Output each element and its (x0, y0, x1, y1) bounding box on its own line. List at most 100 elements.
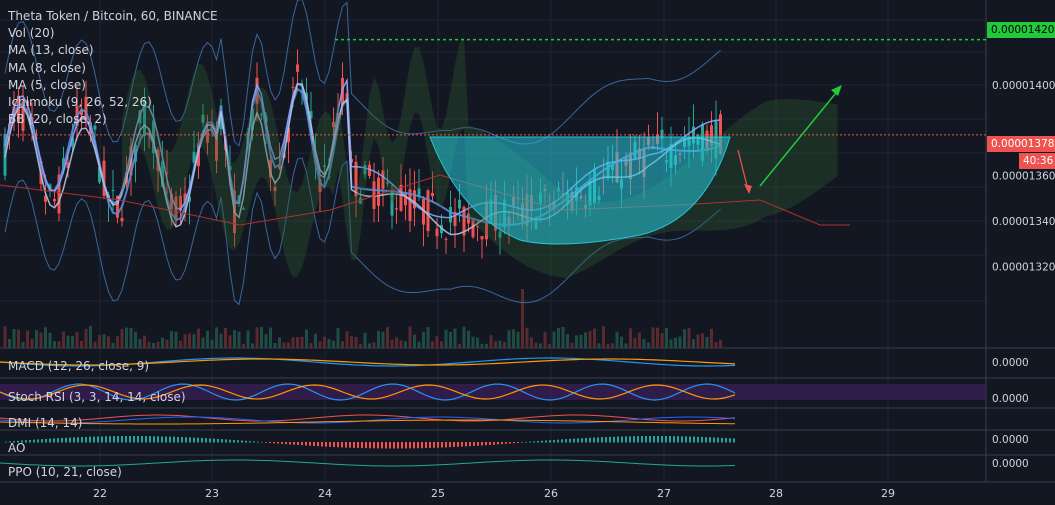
ao-bar (185, 437, 187, 443)
ao-bar (685, 436, 687, 443)
ao-bar (465, 442, 467, 447)
candle-body (269, 159, 272, 178)
ao-bar (533, 441, 535, 443)
volume-bar (534, 342, 538, 348)
ao-bar (633, 436, 635, 443)
volume-bar (426, 327, 430, 348)
volume-bar (80, 340, 83, 348)
ao-bar (65, 437, 67, 443)
candle-body (426, 190, 430, 232)
volume-bar (485, 343, 488, 348)
ao-bar (129, 436, 131, 443)
volume-bar (39, 332, 43, 348)
ao-bar (481, 442, 483, 446)
price-tick-2: 0.00001340 (992, 216, 1055, 228)
volume-bar (444, 329, 448, 348)
ao-bar (569, 438, 571, 443)
candle-body (404, 192, 407, 206)
volume-bar (174, 331, 178, 348)
volume-bar (561, 326, 565, 348)
ao-bar (577, 438, 579, 443)
ao-bar (621, 436, 623, 443)
ao-bar (69, 437, 71, 443)
candle-body (498, 231, 502, 238)
countdown-tag: 40:36 (1019, 153, 1055, 169)
ao-bar (165, 436, 167, 443)
volume-bar (215, 327, 218, 348)
candle-body (210, 126, 214, 129)
ao-bar (353, 442, 355, 448)
ao-bar (277, 442, 279, 444)
indicator-ma8[interactable]: MA (8, close) (8, 60, 86, 75)
ao-bar (493, 442, 495, 445)
volume-bar (192, 334, 196, 348)
candle-body (206, 129, 209, 143)
candle-body (368, 164, 371, 176)
ao-bar (561, 439, 563, 443)
stoch-d (0, 384, 736, 400)
ao-bar (117, 436, 119, 443)
volume-bar (246, 330, 250, 348)
indicator-ichimoku[interactable]: Ichimoku (9, 26, 52, 26) (8, 95, 152, 110)
volume-bar (84, 328, 88, 348)
ao-bar (729, 438, 731, 443)
target-price-tag: 0.00001420 (987, 22, 1055, 38)
candle-body (377, 177, 380, 206)
ao-bar (601, 437, 603, 443)
ao-bar (293, 442, 295, 445)
volume-bar (399, 340, 403, 348)
ao-bar (253, 441, 255, 443)
ao-bar (181, 437, 183, 443)
candle-body (260, 114, 263, 116)
stoch-rsi-band (0, 384, 986, 400)
ao-bar (393, 442, 395, 449)
ao-bar (449, 442, 451, 448)
chart-title[interactable]: Theta Token / Bitcoin, 60, BINANCE (8, 9, 218, 23)
indicator-bb[interactable]: BB (20, close, 2) (8, 112, 107, 127)
ppo-label[interactable]: PPO (10, 21, close) (8, 465, 122, 479)
volume-bar (350, 336, 353, 348)
indicator-ma5[interactable]: MA (5, close) (8, 77, 86, 92)
dmi-minus (0, 414, 736, 422)
volume-bar (107, 336, 110, 348)
stoch-rsi-label[interactable]: Stoch RSI (3, 3, 14, 14, close) (8, 390, 186, 404)
indicator-ma13[interactable]: MA (13, close) (8, 43, 94, 58)
ao-bar (385, 442, 387, 449)
candle-body (57, 174, 61, 214)
macd-label[interactable]: MACD (12, 26, close, 9) (8, 359, 150, 373)
candle-body (323, 165, 326, 167)
volume-bar (147, 341, 151, 348)
candle-body (120, 217, 124, 222)
x-tick-23: 23 (205, 487, 219, 500)
volume-bar (26, 330, 29, 348)
candle-body (215, 127, 218, 161)
volume-bar (341, 341, 344, 348)
x-tick-22: 22 (93, 487, 107, 500)
ao-bar (589, 437, 591, 443)
volume-bar (692, 339, 695, 348)
ao-bar (153, 436, 155, 443)
volume-bar (3, 326, 7, 348)
ao-bar (629, 436, 631, 443)
ao-bar (321, 442, 323, 447)
dmi-label[interactable]: DMI (14, 14) (8, 416, 83, 430)
ao-bar (105, 436, 107, 443)
volume-bar (179, 340, 182, 348)
ao-bar (661, 436, 663, 443)
candle-body (372, 181, 376, 209)
volume-bar (458, 343, 461, 348)
volume-bar (287, 342, 290, 348)
ao-bar (421, 442, 423, 449)
volume-bar (714, 341, 718, 348)
volume-bar (255, 327, 259, 348)
volume-bar (602, 326, 605, 348)
volume-bar (44, 327, 47, 348)
indicator-vol[interactable]: Vol (20) (8, 26, 55, 41)
volume-bar (467, 330, 470, 348)
ao-bar (37, 439, 39, 443)
ao-label[interactable]: AO (8, 441, 26, 455)
ao-bar (169, 436, 171, 443)
volume-bar (408, 326, 412, 348)
ao-bar (345, 442, 347, 448)
